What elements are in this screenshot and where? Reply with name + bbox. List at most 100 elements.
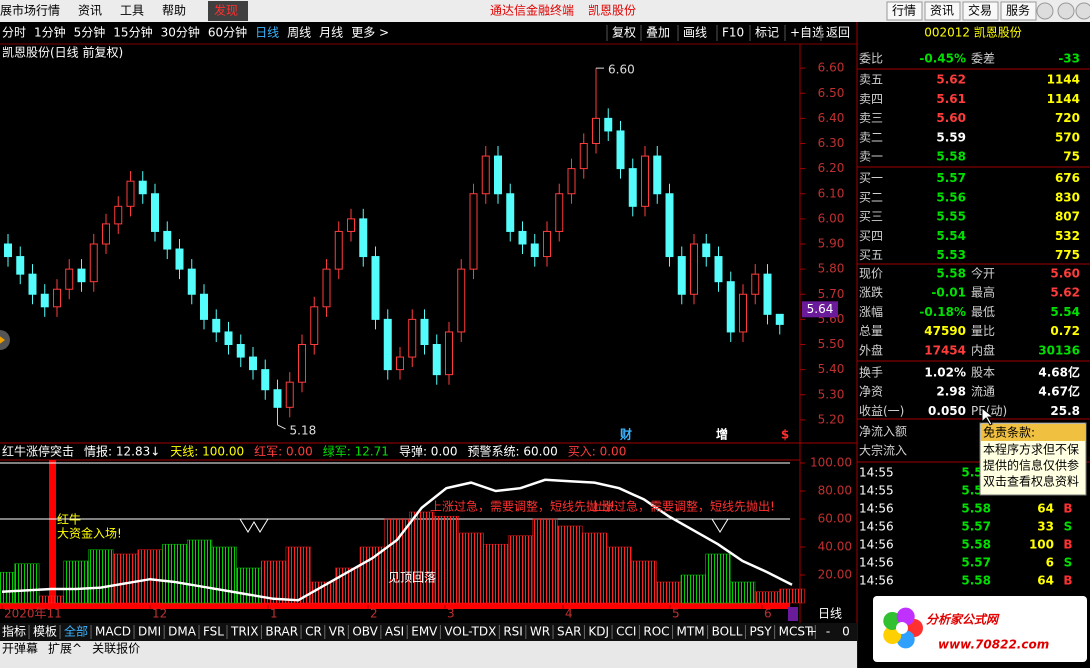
menu-button[interactable]	[924, 1, 961, 21]
period-tab[interactable]: 分时	[2, 26, 26, 40]
candle-body	[653, 155, 662, 195]
period-tab[interactable]: 更多 >	[351, 26, 389, 40]
book-label: 卖四	[859, 92, 883, 106]
toolbar-action[interactable]: 叠加	[646, 26, 670, 40]
indicator-tab[interactable]: TRIX	[230, 625, 258, 639]
period-tab[interactable]: 30分钟	[161, 25, 200, 40]
toolbar-action[interactable]: 返回	[826, 26, 850, 40]
histogram-bar	[581, 532, 608, 604]
candle-body	[322, 268, 331, 308]
menu-discover[interactable]: 发现	[214, 3, 238, 18]
histogram-bar	[236, 567, 262, 604]
indicator-tab[interactable]: MACD	[95, 625, 131, 639]
book-volume: 676	[1055, 171, 1080, 185]
indicator-tab[interactable]: 模板	[33, 625, 57, 639]
indicator-tab[interactable]: FSL	[203, 625, 224, 639]
histogram-bar	[285, 546, 311, 604]
menu-item[interactable]: 工具	[120, 4, 144, 18]
indicator-tab[interactable]: KDJ	[588, 625, 609, 639]
zoom-button[interactable]: 0	[842, 625, 850, 639]
popup-line: 本程序方求但不保	[983, 442, 1079, 457]
toolbar-action[interactable]: 复权	[612, 26, 636, 40]
field-value: -0.45%	[919, 52, 966, 66]
histogram-bar	[14, 563, 40, 604]
menu-bar	[0, 0, 1090, 22]
status-button[interactable]: 扩展^	[48, 642, 82, 656]
histogram-bar	[359, 546, 385, 604]
period-tab[interactable]: 60分钟	[208, 25, 247, 40]
candle-body	[261, 369, 270, 391]
candle-body	[408, 318, 417, 358]
menu-button[interactable]	[962, 1, 999, 21]
minimize[interactable]	[1036, 2, 1054, 20]
book-volume: 807	[1055, 210, 1080, 224]
trade-side: B	[1063, 574, 1072, 588]
indicator-tab[interactable]: WR	[530, 625, 550, 639]
menu-item[interactable]: 展市场行情	[0, 3, 60, 18]
close[interactable]	[1075, 2, 1090, 20]
status-button[interactable]: 开弹幕	[2, 642, 38, 656]
indicator-tab[interactable]: ROC	[643, 625, 669, 639]
toolbar-action[interactable]: 标记	[755, 26, 779, 40]
maximize[interactable]	[1057, 2, 1075, 20]
indicator-tab[interactable]: RSI	[503, 625, 523, 639]
period-tab[interactable]: 日线	[255, 26, 279, 40]
app-title: 通达信金融终端	[490, 3, 574, 18]
toolbar-action[interactable]: +自选	[790, 26, 824, 40]
y-tick-label: 6.50	[818, 86, 845, 100]
period-tab[interactable]: 15分钟	[113, 25, 152, 40]
indicator-tab[interactable]: MTM	[677, 625, 705, 639]
indicator-tab[interactable]: ASI	[385, 625, 404, 639]
indicator-tab[interactable]: BOLL	[712, 625, 743, 639]
indicator-tab[interactable]: 全部	[64, 624, 88, 639]
period-label: 日线	[818, 607, 842, 621]
period-tab[interactable]: 5分钟	[74, 25, 106, 40]
indicator-tab[interactable]: PSY	[749, 625, 772, 639]
trade-time: 14:56	[859, 574, 894, 588]
indicator-tab[interactable]: SAR	[557, 625, 581, 639]
indicator-tab[interactable]: EMV	[411, 625, 438, 639]
toolbar-action[interactable]: 画线	[683, 26, 707, 40]
indicator-tab[interactable]: VOL-TDX	[444, 625, 496, 639]
indicator-tab[interactable]: DMA	[168, 625, 197, 639]
candle-body	[236, 344, 245, 358]
menu-button[interactable]	[886, 1, 923, 21]
toolbar-action[interactable]: F10	[722, 26, 744, 40]
book-volume: 570	[1055, 130, 1080, 144]
y-tick-label: 20.00	[818, 568, 852, 582]
indicator-tab[interactable]: MCST	[779, 625, 813, 639]
field-value: -0.01	[931, 286, 966, 300]
histogram-bar	[0, 571, 15, 604]
indicator-tab[interactable]: 指标	[2, 624, 26, 639]
period-tab[interactable]: 月线	[319, 26, 343, 40]
menu-item[interactable]: 资讯	[78, 4, 102, 18]
menu-button[interactable]	[1000, 1, 1037, 21]
menu-item[interactable]: 帮助	[162, 4, 186, 18]
book-volume: 720	[1055, 111, 1080, 125]
period-tab[interactable]: 周线	[287, 26, 311, 40]
histogram-bar	[409, 511, 435, 604]
indicator-tab[interactable]: OBV	[352, 625, 378, 639]
candle-body	[518, 230, 527, 245]
trade-volume: 64	[1037, 502, 1054, 516]
indicator-tab[interactable]: BRAR	[265, 625, 298, 639]
last-price-label: 5.64	[807, 302, 834, 316]
candle-body	[273, 389, 282, 408]
trade-volume: 100	[1029, 538, 1054, 552]
menu-button-label[interactable]: 服务	[1006, 3, 1030, 18]
menu-button-label[interactable]: 行情	[892, 4, 916, 18]
histogram-bar	[754, 591, 780, 604]
indicator-tab[interactable]: DMI	[138, 625, 161, 639]
period-tab[interactable]: 1分钟	[34, 25, 66, 40]
menu-button-label[interactable]: 资讯	[930, 4, 954, 18]
book-label: 买二	[859, 190, 883, 204]
status-button[interactable]: 关联报价	[92, 641, 140, 656]
indicator-tab[interactable]: CCI	[616, 625, 636, 639]
indicator-tab[interactable]: VR	[329, 625, 346, 639]
zoom-button[interactable]: -	[826, 625, 830, 639]
zoom-button[interactable]: +	[807, 625, 817, 639]
histogram-bar	[557, 525, 583, 604]
menu-button-label[interactable]: 交易	[968, 3, 992, 18]
indicator-tab[interactable]: CR	[305, 625, 322, 639]
field-label: 涨幅	[859, 304, 883, 319]
